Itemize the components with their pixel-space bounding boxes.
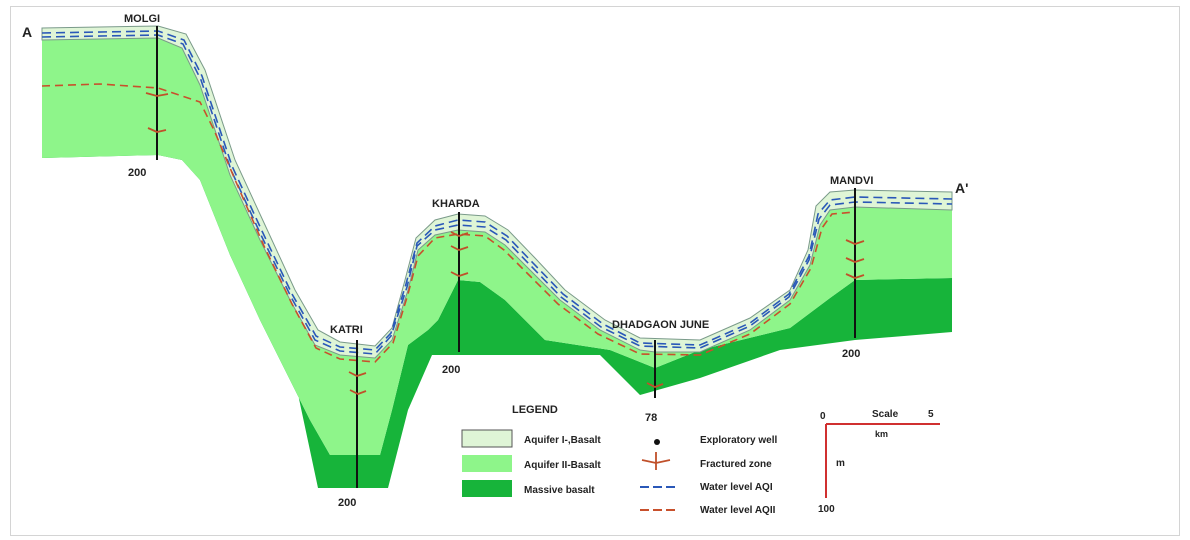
- aquifer-2-layer: [42, 38, 952, 455]
- scale-v-end: 100: [818, 504, 835, 515]
- well-depth-mandvi: 200: [842, 348, 860, 360]
- legend-label-massive-basalt: Massive basalt: [524, 485, 595, 496]
- legend-label-fractured-zone: Fractured zone: [700, 459, 772, 470]
- well-name-mandvi: MANDVI: [830, 175, 873, 187]
- legend-label-water-level-aq2: Water level AQII: [700, 505, 776, 516]
- scale-h-end: 5: [928, 409, 934, 420]
- legend-swatch-aquifer-2: [462, 455, 512, 472]
- fracture-marks: [145, 92, 865, 395]
- legend-label-aquifer-1: Aquifer I-,Basalt: [524, 435, 601, 446]
- legend-label-exploratory-well: Exploratory well: [700, 435, 777, 446]
- fracture-icon: [641, 452, 671, 470]
- scale-bar: 0 Scale 5 km m 100: [818, 409, 940, 515]
- well-depth-katri: 200: [338, 497, 356, 509]
- legend-label-aquifer-2: Aquifer II-Basalt: [524, 460, 601, 471]
- well-name-katri: KATRI: [330, 324, 363, 336]
- scale-h-unit: km: [875, 429, 888, 439]
- section-start-label: A: [22, 24, 32, 40]
- legend-title: LEGEND: [512, 404, 558, 416]
- well-name-molgi: MOLGI: [124, 13, 160, 25]
- scale-h-label: Scale: [872, 409, 899, 420]
- scale-h-start: 0: [820, 411, 826, 422]
- legend-swatch-massive-basalt: [462, 480, 512, 497]
- well-depth-molgi: 200: [128, 167, 146, 179]
- aquifer-1-layer: [41, 25, 953, 359]
- massive-basalt-layer: [42, 140, 952, 488]
- water-level-aq1-line-2: [41, 34, 953, 355]
- well-depth-dhadgaon: 78: [645, 412, 657, 424]
- water-level-aq1-line: [41, 30, 953, 351]
- section-end-label: A': [955, 180, 968, 196]
- well-name-dhadgaon: DHADGAON JUNE: [612, 319, 709, 331]
- legend-swatch-aquifer-1: [461, 429, 513, 448]
- legend-label-water-level-aq1: Water level AQI: [700, 482, 773, 493]
- well-depth-kharda: 200: [442, 364, 460, 376]
- well-name-kharda: KHARDA: [432, 198, 480, 210]
- scale-v-unit: m: [836, 458, 845, 469]
- dot-icon: [654, 439, 660, 445]
- legend: LEGEND Aquifer I-,Basalt Aquifer II-Basa…: [461, 404, 777, 516]
